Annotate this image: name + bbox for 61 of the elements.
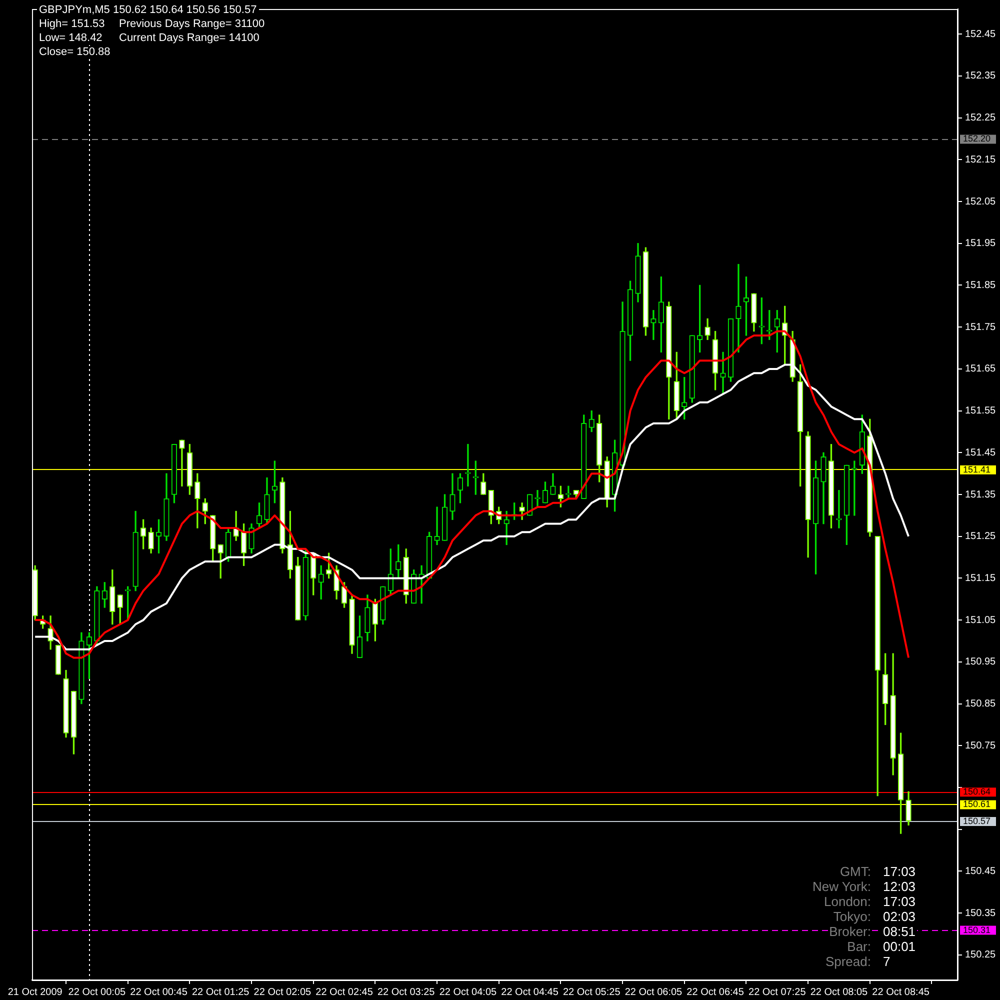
y-tick-label: 151.35 [965, 489, 996, 500]
y-tick-label: 150.75 [965, 740, 996, 752]
x-tick-label: 22 Oct 01:25 [192, 986, 250, 998]
y-tick-label: 151.05 [965, 614, 996, 626]
x-tick-label: 22 Oct 00:05 [68, 986, 126, 998]
x-tick-label: 21 Oct 2009 [8, 986, 63, 998]
y-tick-label: 150.25 [965, 950, 996, 961]
y-tick-label: 152.45 [965, 28, 996, 40]
x-tick-label: 22 Oct 08:45 [872, 986, 930, 998]
x-tick-label: 22 Oct 03:25 [377, 986, 436, 998]
y-tick-label: 151.85 [965, 280, 996, 291]
x-tick-label: 22 Oct 04:05 [439, 986, 498, 998]
x-tick-label: 22 Oct 02:05 [254, 986, 312, 998]
candlestick [736, 264, 742, 353]
x-tick-label: 22 Oct 05:25 [562, 986, 621, 998]
annotation: High= 151.53 [37, 18, 107, 31]
ref-line-label: 152.20 [963, 134, 991, 144]
annotation: New York: 12:03 [811, 879, 917, 894]
x-tick-label: 22 Oct 04:45 [501, 986, 559, 998]
y-tick-label: 152.35 [965, 70, 996, 82]
y-tick-label: 150.45 [965, 866, 996, 877]
candlestick [465, 444, 471, 486]
ref-line-label: 151.41 [963, 464, 991, 474]
annotation: Low= 148.42 [37, 32, 104, 45]
x-tick-label: 22 Oct 06:45 [686, 986, 744, 998]
y-tick-label: 150.95 [965, 656, 996, 668]
annotation: GMT: 17:03 [838, 864, 917, 879]
chart-title: GBPJPYm,M5 150.62 150.64 150.56 150.57 [37, 4, 259, 17]
annotation: Current Days Range= 14100 [117, 32, 262, 45]
y-tick-label: 151.55 [965, 406, 996, 417]
annotation: Tokyo: 02:03 [832, 909, 917, 924]
x-tick-label: 22 Oct 08:05 [810, 986, 868, 998]
candlestick [179, 440, 185, 486]
annotation: Bar: 00:01 [846, 939, 917, 954]
annotation: Close= 150.88 [37, 46, 112, 59]
candlestick [650, 310, 656, 340]
y-tick-label: 152.05 [965, 196, 996, 208]
x-tick-label: 22 Oct 07:25 [748, 986, 806, 998]
annotation: London: 17:03 [823, 894, 917, 909]
y-tick-label: 150.35 [965, 908, 996, 919]
y-tick-label: 151.95 [965, 238, 996, 250]
y-tick-label: 152.15 [965, 154, 996, 166]
y-tick-label: 151.65 [965, 364, 996, 375]
y-tick-label: 151.45 [965, 447, 996, 458]
ref-line-label: 150.64 [963, 786, 991, 797]
y-tick-label: 151.75 [965, 322, 996, 333]
y-tick-label: 151.25 [965, 531, 996, 542]
candlestick [720, 352, 726, 394]
y-tick-label: 150.85 [965, 698, 996, 710]
x-tick-label: 22 Oct 06:05 [624, 986, 683, 998]
x-tick-label: 22 Oct 00:45 [130, 986, 188, 998]
annotation: Spread: 7 [824, 954, 892, 969]
candlestick [434, 506, 440, 546]
y-tick-label: 152.25 [965, 112, 996, 124]
annotation: Broker: 08:51 [828, 924, 917, 939]
ref-line-label: 150.61 [963, 799, 991, 810]
annotation: Previous Days Range= 31100 [117, 18, 267, 31]
ref-line-label: 150.31 [963, 924, 991, 935]
x-tick-label: 22 Oct 02:45 [316, 986, 374, 998]
ref-line-label: 150.57 [963, 816, 991, 826]
y-tick-label: 151.15 [965, 572, 996, 584]
